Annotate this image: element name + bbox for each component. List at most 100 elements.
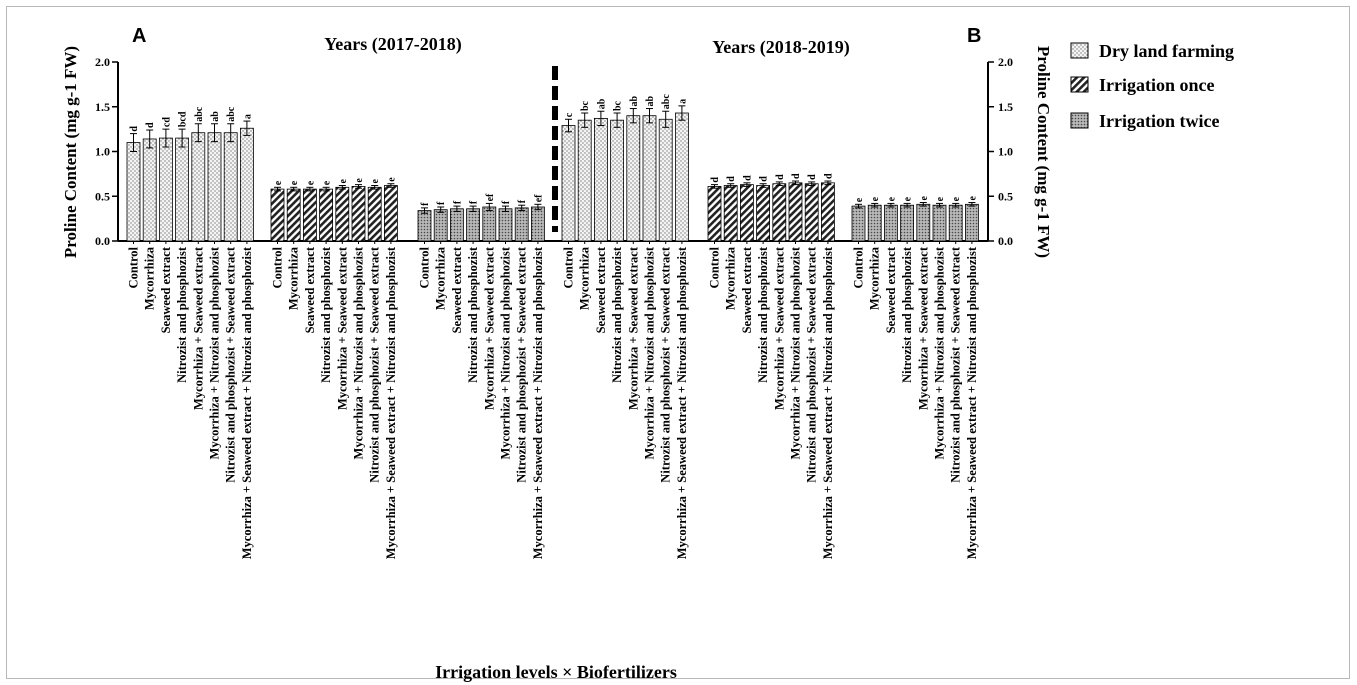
legend-swatch [1070, 112, 1089, 129]
bar [449, 208, 464, 242]
significance-letter: c [564, 112, 575, 117]
legend-label: Dry land farming [1099, 41, 1234, 61]
panel-label-a: A [132, 25, 146, 47]
category-label: Seaweed extract [740, 246, 754, 333]
category-label: Control [271, 246, 285, 288]
category-label: Control [127, 246, 141, 288]
legend-label: Irrigation once [1099, 75, 1214, 95]
significance-letter: f [469, 200, 480, 204]
category-label: Mycorrhiza [578, 246, 592, 310]
significance-letter: e [305, 180, 316, 185]
bar [821, 182, 835, 242]
y-axis-title-left: Proline Content (mg g-1 FW) [61, 46, 80, 258]
y-tick-label-left: 2.0 [95, 55, 110, 69]
category-label: Nitrozist and phosphozist [175, 246, 189, 383]
x-axis-title: Irrigation levels × Biofertilizers [435, 662, 677, 682]
significance-letter: ab [645, 96, 656, 107]
significance-letter: e [967, 196, 978, 201]
significance-letter: a [242, 114, 253, 119]
bar [223, 132, 238, 242]
category-label: Mycorrhiza [287, 246, 301, 310]
category-label: Mycorrhiza + Nitrozist and phosphozist [933, 246, 947, 459]
bar [126, 142, 141, 242]
significance-letter: d [759, 176, 770, 182]
bar [707, 186, 722, 242]
significance-letter: ab [596, 98, 607, 109]
bar [207, 132, 222, 242]
significance-letter: e [338, 179, 349, 184]
bar [367, 186, 382, 242]
bar [626, 115, 641, 242]
category-label: Nitrozist and phosphozist [466, 246, 480, 383]
category-label: Mycorrhiza + Seaweed extract [335, 246, 349, 410]
bar [948, 204, 963, 242]
bar [561, 125, 576, 242]
significance-letter: bc [580, 100, 591, 111]
bar [594, 117, 608, 242]
significance-letter: e [903, 196, 914, 201]
significance-letter: abc [226, 106, 237, 122]
category-label: Mycorrhiza + Nitrozist and phosphozist [789, 246, 803, 459]
bar [900, 204, 914, 242]
category-label: Mycorrhiza + Seaweed extract [626, 246, 640, 410]
bar [772, 183, 787, 242]
y-tick-label-left: 1.0 [95, 145, 110, 159]
significance-letter: e [322, 180, 333, 185]
bar [319, 188, 334, 242]
figure-frame [6, 6, 1350, 679]
significance-letter: e [951, 196, 962, 201]
significance-letter: ab [210, 111, 221, 122]
y-axis-title-right: Proline Content (mg g-1 FW) [1034, 46, 1053, 258]
bar [916, 203, 931, 242]
significance-letter: d [710, 177, 721, 183]
bar [740, 184, 754, 242]
significance-letter: d [775, 174, 786, 180]
category-label: Control [708, 246, 722, 288]
bar [466, 208, 481, 242]
bar [932, 204, 947, 242]
axes-group: 0.0 0.0 0.5 0.5 1.0 1.0 1.5 1.5 2.0 2.0 [95, 55, 1013, 248]
y-tick-label-right: 0.0 [998, 234, 1013, 248]
category-label: Nitrozist and phosphozist [900, 246, 914, 383]
y-tick-label-right: 1.5 [998, 100, 1013, 114]
significance-letter: d [807, 174, 818, 180]
y-tick-label-left: 0.0 [95, 234, 110, 248]
category-label: Nitrozist and phosphozist [756, 246, 770, 383]
bar [158, 137, 173, 242]
y-tick-label-left: 0.5 [95, 189, 110, 203]
bar [239, 127, 254, 242]
significance-letter: ef [485, 193, 496, 201]
significance-letter: d [742, 175, 753, 181]
category-label: Mycorrhiza + Seaweed extract + Nitrozist… [531, 246, 545, 559]
y-tick-label-right: 1.0 [998, 145, 1013, 159]
bar [788, 182, 803, 242]
y-tick-label-right: 2.0 [998, 55, 1013, 69]
bar [610, 119, 624, 242]
category-label: Mycorrhiza + Seaweed extract + Nitrozist… [675, 246, 689, 559]
y-tick-label-right: 0.5 [998, 189, 1013, 203]
bar [675, 112, 689, 242]
bar [642, 115, 657, 242]
category-label: Seaweed extract [884, 246, 898, 333]
bar [867, 204, 882, 242]
category-label: Nitrozist and phosphozist + Seaweed extr… [805, 246, 819, 483]
category-label: Mycorrhiza + Seaweed extract + Nitrozist… [821, 246, 835, 559]
significance-letter: e [354, 178, 365, 183]
significance-letter: d [823, 173, 834, 179]
bar [286, 188, 301, 242]
significance-letter: d [145, 122, 156, 128]
significance-letter: e [886, 196, 897, 201]
significance-letter: abc [661, 94, 672, 110]
bar [577, 119, 592, 242]
category-label: Mycorrhiza + Seaweed extract [772, 246, 786, 410]
bar [482, 206, 497, 242]
bar [756, 185, 770, 242]
legend-swatch [1070, 76, 1089, 93]
bar [531, 206, 545, 242]
significance-letter: e [273, 180, 284, 185]
category-label: Nitrozist and phosphozist + Seaweed extr… [368, 246, 382, 483]
bar [965, 203, 979, 242]
bar [498, 208, 513, 242]
bar [723, 185, 738, 242]
